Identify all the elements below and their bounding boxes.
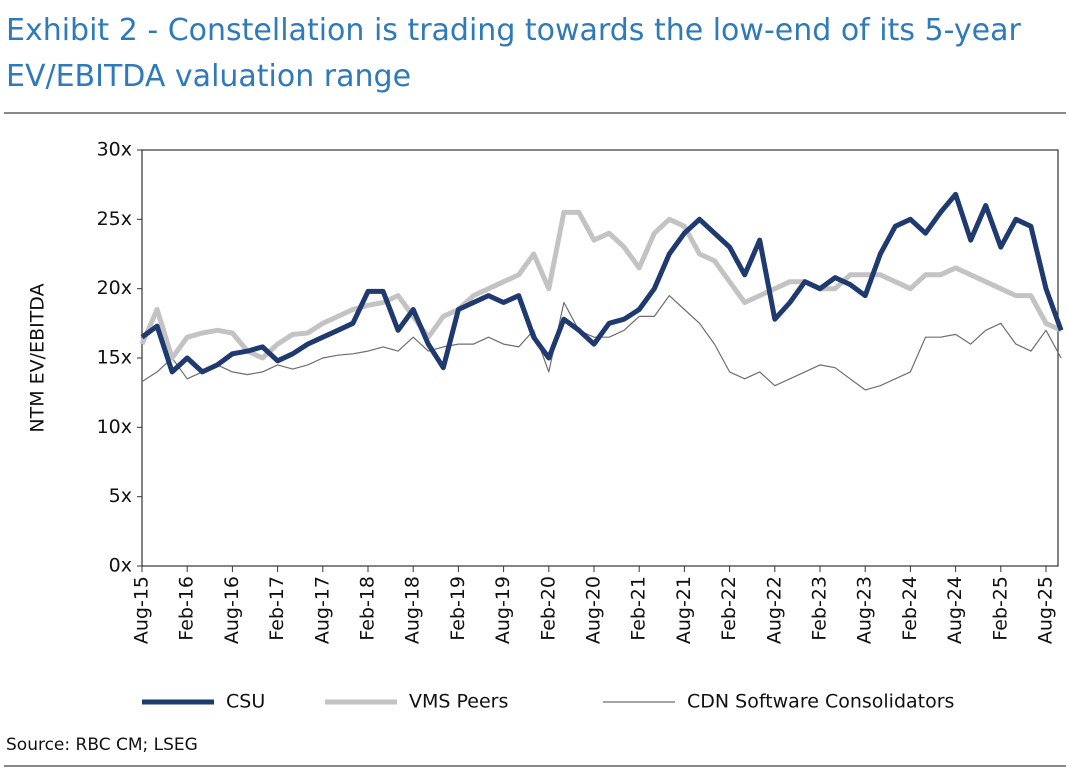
x-tick-label: Aug-23 [854,576,876,644]
x-tick-label: Feb-17 [266,576,288,641]
y-tick-label: 10x [97,416,132,438]
x-tick-label: Aug-22 [763,576,785,644]
x-tick-label: Aug-19 [492,576,514,644]
x-tick-label: Feb-20 [537,576,559,641]
x-tick-label: Aug-21 [673,576,695,644]
x-tick-label: Feb-25 [989,576,1011,641]
x-tick-label: Feb-16 [176,576,198,641]
legend-label: CSU [226,691,265,713]
legend-label: CDN Software Consolidators [687,691,954,713]
x-tick-label: Aug-16 [221,576,243,644]
y-tick-label: 15x [97,347,132,369]
x-tick-label: Aug-15 [131,576,153,644]
y-tick-label: 0x [109,555,132,577]
legend-label: VMS Peers [409,691,508,713]
x-tick-label: Feb-21 [628,576,650,641]
x-tick-label: Feb-24 [899,576,921,641]
x-tick-label: Feb-23 [809,576,831,641]
chart-title: Exhibit 2 - Constellation is trading tow… [6,13,1021,94]
x-tick-label: Aug-18 [402,576,424,644]
x-tick-label: Feb-19 [447,576,469,641]
x-tick-label: Aug-20 [583,576,605,644]
x-tick-label: Aug-24 [944,576,966,644]
source: Source: RBC CM; LSEG [6,735,198,755]
y-tick-label: 30x [97,139,132,161]
series-line [139,209,1063,361]
series-line [140,191,1064,375]
x-tick-label: Aug-25 [1035,576,1057,644]
y-tick-label: 5x [109,485,132,507]
y-axis-label: NTM EV/EBITDA [27,283,49,432]
y-tick-label: 20x [97,277,132,299]
x-tick-label: Feb-22 [718,576,740,641]
x-tick-label: Aug-17 [311,576,333,644]
y-tick-label: 25x [97,208,132,230]
x-tick-label: Feb-18 [357,576,379,641]
